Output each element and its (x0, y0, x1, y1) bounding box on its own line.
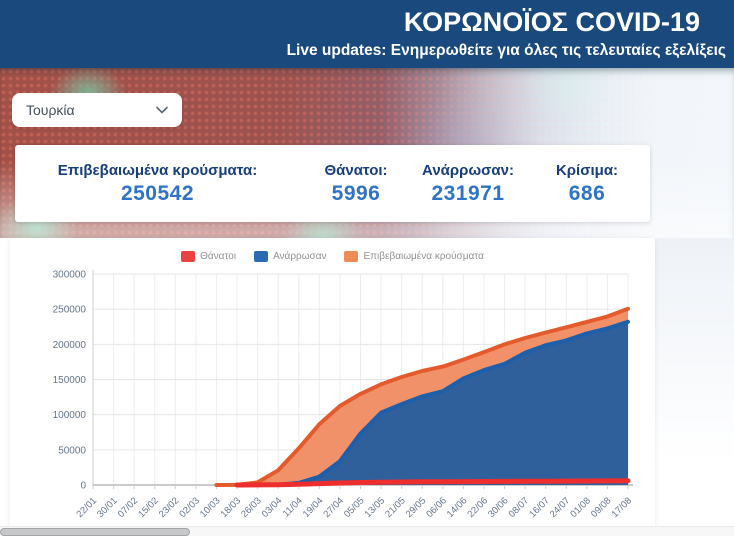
svg-text:23/02: 23/02 (157, 495, 182, 520)
svg-text:08/07: 08/07 (507, 495, 532, 520)
svg-text:02/03: 02/03 (177, 495, 202, 520)
horizontal-scrollbar-track[interactable] (0, 526, 734, 536)
svg-text:150000: 150000 (53, 375, 87, 386)
legend-item-deaths[interactable]: Θάνατοι (181, 251, 236, 262)
stat-confirmed: Επιβεβαιωμένα κρούσματα: 250542 (15, 162, 300, 206)
page-title: ΚΟΡΩΝΟΪΟΣ COVID-19 (403, 7, 700, 38)
svg-text:10/03: 10/03 (198, 495, 223, 520)
stat-deaths-value: 5996 (331, 181, 381, 205)
horizontal-scrollbar-thumb[interactable] (0, 528, 190, 536)
svg-text:01/08: 01/08 (568, 495, 593, 520)
hero-virus-image: Τουρκία Επιβεβαιωμένα κρούσματα: 250542 … (0, 68, 734, 238)
chart-legend: Θάνατοι Ανάρρωσαν Επιβεβαιωμένα κρούσματ… (10, 251, 655, 262)
stat-deaths-label: Θάνατοι: (324, 161, 388, 179)
legend-confirmed-label: Επιβεβαιωμένα κρούσματα (363, 251, 484, 262)
stat-confirmed-label: Επιβεβαιωμένα κρούσματα: (57, 161, 258, 179)
svg-text:19/04: 19/04 (301, 495, 326, 520)
legend-deaths-label: Θάνατοι (200, 251, 237, 262)
stat-recovered-value: 231971 (431, 181, 505, 205)
svg-text:30/06: 30/06 (486, 495, 511, 520)
stat-recovered: Ανάρρωσαν: 231971 (412, 162, 524, 206)
background-fade (655, 238, 734, 536)
confirmed-swatch-icon (344, 251, 359, 262)
svg-text:200000: 200000 (53, 340, 87, 351)
svg-text:22/01: 22/01 (75, 495, 100, 520)
svg-text:21/05: 21/05 (383, 495, 408, 520)
svg-text:09/08: 09/08 (589, 495, 614, 520)
country-select-value: Τουρκία (26, 102, 75, 118)
deaths-swatch-icon (181, 251, 196, 262)
svg-text:24/07: 24/07 (548, 495, 573, 520)
svg-text:16/07: 16/07 (527, 495, 552, 520)
stat-recovered-label: Ανάρρωσαν: (422, 161, 514, 179)
svg-text:29/05: 29/05 (404, 495, 429, 520)
svg-text:18/03: 18/03 (219, 495, 244, 520)
stat-deaths: Θάνατοι: 5996 (300, 162, 412, 206)
top-header-bar: ΚΟΡΩΝΟΪΟΣ COVID-19 Live updates: Ενημερω… (0, 0, 734, 68)
stat-critical-label: Κρίσιμα: (555, 161, 619, 179)
svg-text:11/04: 11/04 (281, 495, 305, 519)
chart-canvas[interactable]: 0 50000 100000 150000 200000 250000 300000 22/0… (10, 266, 655, 536)
svg-text:06/06: 06/06 (424, 495, 449, 520)
svg-text:27/04: 27/04 (321, 495, 346, 520)
svg-text:05/05: 05/05 (342, 495, 367, 520)
stat-critical-value: 686 (568, 181, 606, 205)
svg-text:26/03: 26/03 (239, 495, 264, 520)
chevron-down-icon (156, 106, 168, 114)
svg-text:17/08: 17/08 (610, 495, 635, 520)
svg-text:250000: 250000 (53, 305, 87, 316)
recovered-swatch-icon (254, 251, 269, 262)
svg-text:22/06: 22/06 (465, 495, 490, 520)
svg-text:15/02: 15/02 (136, 495, 161, 520)
chart-panel: Θάνατοι Ανάρρωσαν Επιβεβαιωμένα κρούσματ… (10, 238, 655, 536)
svg-text:0: 0 (80, 481, 86, 492)
stat-confirmed-value: 250542 (120, 181, 195, 205)
stat-critical: Κρίσιμα: 686 (524, 162, 650, 206)
svg-text:300000: 300000 (53, 270, 87, 281)
country-select[interactable]: Τουρκία (12, 93, 182, 127)
svg-text:14/06: 14/06 (445, 495, 470, 520)
legend-recovered-label: Ανάρρωσαν (273, 251, 327, 262)
stats-summary-card: Επιβεβαιωμένα κρούσματα: 250542 Θάνατοι:… (15, 145, 650, 222)
legend-item-recovered[interactable]: Ανάρρωσαν (254, 251, 326, 262)
svg-text:100000: 100000 (53, 410, 87, 421)
svg-text:13/05: 13/05 (363, 495, 388, 520)
legend-item-confirmed[interactable]: Επιβεβαιωμένα κρούσματα (344, 251, 484, 262)
svg-text:30/01: 30/01 (95, 495, 120, 520)
page-subtitle: Live updates: Ενημερωθείτε για όλες τις … (286, 41, 726, 59)
svg-text:07/02: 07/02 (116, 495, 141, 520)
svg-text:50000: 50000 (58, 445, 86, 456)
svg-text:03/04: 03/04 (260, 495, 285, 520)
